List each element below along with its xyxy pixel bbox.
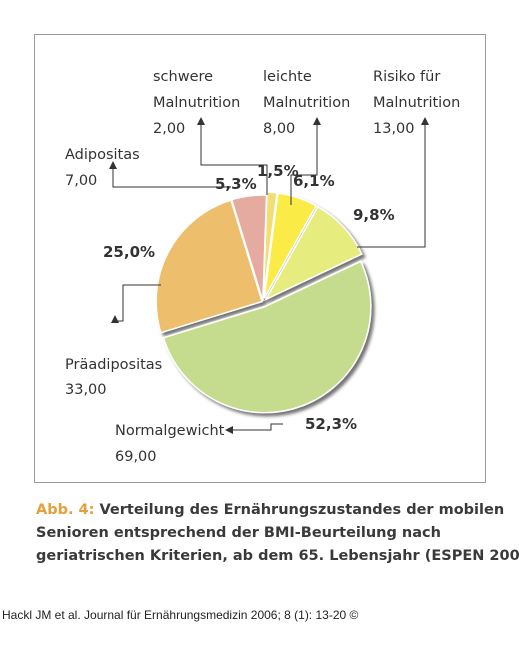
pie-slice-2 bbox=[264, 205, 363, 301]
slice-percent-2: 9,8% bbox=[353, 206, 395, 224]
pie-slice-3 bbox=[162, 260, 372, 414]
slice-percent-0: 1,5% bbox=[257, 162, 299, 180]
pie-slice-5 bbox=[230, 194, 268, 302]
leader-arrow-4 bbox=[111, 284, 161, 323]
leader-arrow-1 bbox=[290, 117, 321, 205]
caption-text-1: Verteilung des Ernährungszustandes der m… bbox=[94, 502, 505, 518]
slice-percent-5: 5,3% bbox=[215, 175, 257, 193]
slice-label-4-line-0: Präadipositas bbox=[65, 357, 162, 373]
caption-prefix: Abb. 4: bbox=[36, 502, 95, 518]
slice-value-5: 7,00 bbox=[65, 173, 97, 189]
chart-frame: schwere Malnutrition 2,00 1,5% leichte Malnut… bbox=[34, 34, 486, 483]
pie-chart: schwere Malnutrition 2,00 1,5% leichte Malnut… bbox=[65, 69, 460, 465]
slice-value-3: 69,00 bbox=[115, 449, 157, 465]
slice-label-0-line-0: schwere bbox=[153, 69, 213, 85]
caption-line-1: Abb. 4: Verteilung des Ernährungszustand… bbox=[36, 499, 506, 522]
slice-label-1-line-0: leichte bbox=[263, 69, 312, 85]
slice-label-3-line-0: Normalgewicht bbox=[115, 423, 225, 439]
slice-percent-4: 25,0% bbox=[103, 243, 155, 261]
leader-arrow-0 bbox=[197, 117, 268, 195]
figure-caption: Abb. 4: Verteilung des Ernährungszustand… bbox=[36, 499, 519, 568]
slice-label-2-line-0: Risiko für bbox=[373, 69, 440, 85]
slice-value-0: 2,00 bbox=[153, 121, 185, 137]
pie-slice-1 bbox=[263, 192, 318, 299]
leader-arrow-3 bbox=[225, 423, 283, 434]
leader-arrow-5 bbox=[109, 161, 231, 188]
slice-value-1: 8,00 bbox=[263, 121, 295, 137]
slice-percent-3: 52,3% bbox=[305, 415, 357, 433]
slice-label-2-line-1: Malnutrition bbox=[373, 95, 460, 111]
caption-line-3: geriatrischen Kriterien, ab dem 65. Lebe… bbox=[36, 548, 519, 564]
caption-line-2: Senioren entsprechend der BMI-Beurteilun… bbox=[36, 525, 441, 541]
slice-value-4: 33,00 bbox=[65, 382, 107, 398]
pie-slice-4 bbox=[155, 199, 264, 334]
leader-arrow-2 bbox=[357, 117, 429, 248]
source-citation: Hackl JM et al. Journal für Ernährungsme… bbox=[2, 608, 359, 622]
slice-label-5-line-0: Adipositas bbox=[65, 147, 140, 163]
slice-label-1-line-1: Malnutrition bbox=[263, 95, 350, 111]
slice-value-2: 13,00 bbox=[373, 121, 415, 137]
slice-percent-1: 6,1% bbox=[293, 172, 335, 190]
slice-label-0-line-1: Malnutrition bbox=[153, 95, 240, 111]
